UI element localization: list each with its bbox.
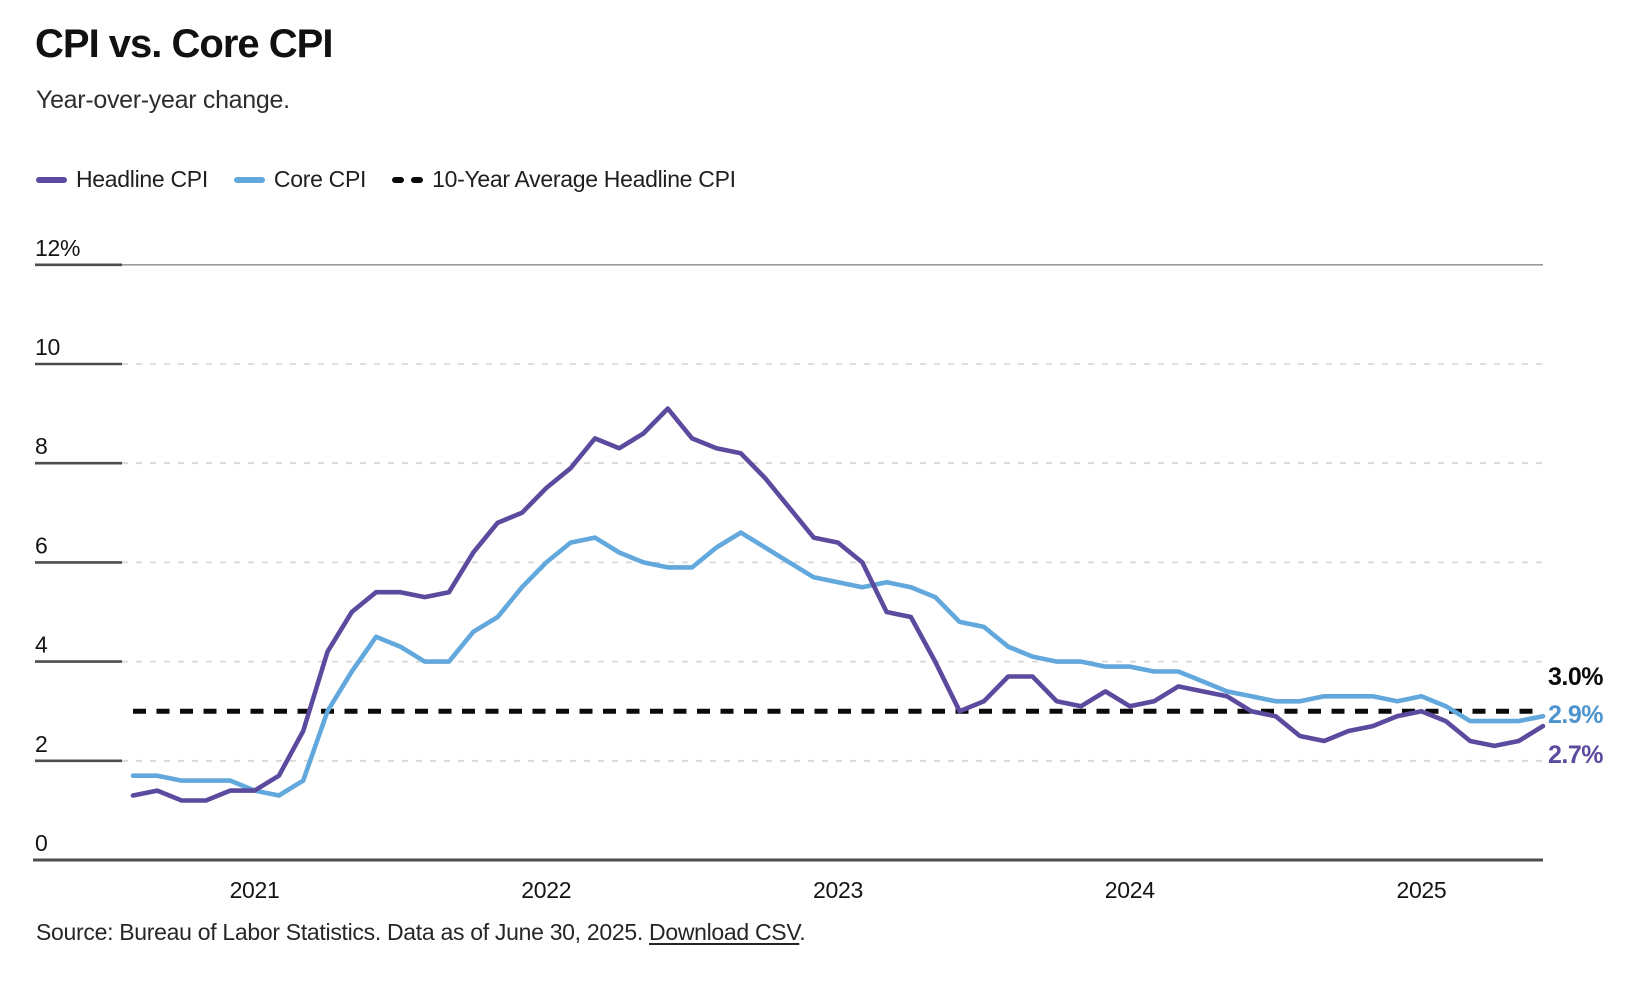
legend-item-10yr-average: 10-Year Average Headline CPI — [392, 166, 736, 193]
x-axis-label: 2021 — [230, 877, 280, 903]
legend-item-core-cpi: Core CPI — [233, 166, 367, 193]
download-csv-link[interactable]: Download CSV — [649, 919, 800, 945]
legend-item-headline-cpi: Headline CPI — [36, 166, 208, 193]
legend-label-core-cpi: Core CPI — [273, 166, 367, 192]
y-axis-label: 0 — [35, 830, 48, 856]
core-cpi-end-value-label: 2.9% — [1548, 701, 1603, 729]
legend-label-10yr-average: 10-Year Average Headline CPI — [432, 166, 736, 192]
y-axis-label: 12% — [35, 235, 80, 261]
y-axis-label: 4 — [35, 632, 48, 658]
y-axis-label: 6 — [35, 532, 48, 558]
x-axis-label: 2024 — [1105, 877, 1155, 903]
chart-legend: Headline CPI Core CPI 10-Year Average He… — [36, 166, 736, 193]
x-axis-label: 2022 — [521, 877, 571, 903]
chart-subtitle: Year-over-year change. — [36, 86, 290, 114]
headline-cpi-line-swatch-icon — [36, 176, 67, 183]
core-cpi-line-swatch-icon — [233, 176, 265, 183]
legend-label-headline-cpi: Headline CPI — [76, 166, 208, 192]
y-axis-label: 10 — [35, 334, 60, 360]
source-note-period: . — [799, 919, 806, 945]
average-end-value-label: 3.0% — [1548, 663, 1603, 691]
series-line-core-cpi — [130, 530, 1546, 798]
y-axis-label: 8 — [35, 433, 48, 459]
headline-cpi-end-value-label: 2.7% — [1548, 741, 1603, 769]
source-text: Source: Bureau of Labor Statistics. Data… — [36, 919, 643, 945]
source-note: Source: Bureau of Labor Statistics. Data… — [36, 919, 806, 946]
x-axis-label: 2023 — [813, 877, 863, 903]
series-line-headline-cpi — [130, 406, 1546, 803]
x-axis-label: 2025 — [1396, 877, 1446, 903]
dashed-line-swatch-icon — [392, 176, 424, 183]
y-axis-label: 2 — [35, 731, 48, 757]
page-title: CPI vs. Core CPI — [35, 22, 333, 66]
